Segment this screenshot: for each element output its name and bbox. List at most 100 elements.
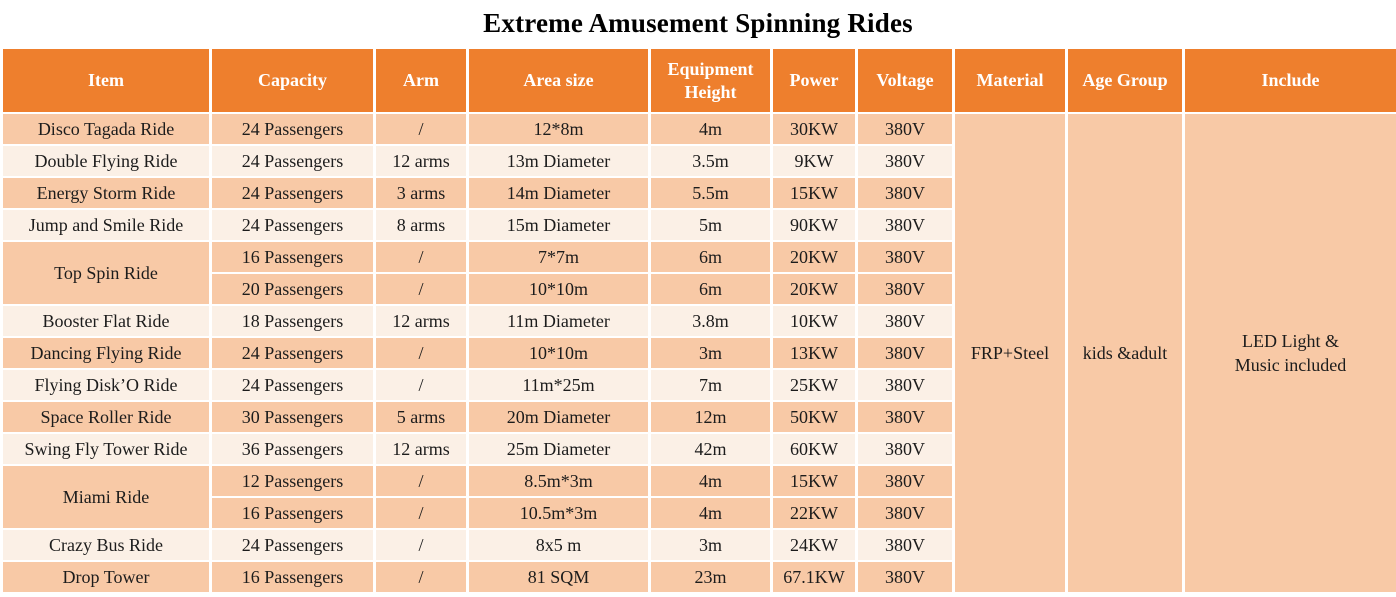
cell-voltage: 380V: [855, 464, 955, 498]
cell-voltage: 380V: [855, 272, 955, 306]
cell-power: 9KW: [770, 144, 858, 178]
cell-capacity: 24 Passengers: [209, 112, 376, 146]
cell-item: Top Spin Ride: [0, 240, 212, 306]
cell-power: 50KW: [770, 400, 858, 434]
cell-area-size: 11m*25m: [466, 368, 651, 402]
cell-power: 10KW: [770, 304, 858, 338]
col-header-arm: Arm: [373, 47, 469, 114]
cell-capacity: 24 Passengers: [209, 176, 376, 210]
cell-item: Miami Ride: [0, 464, 212, 530]
cell-equipment-height: 12m: [648, 400, 773, 434]
cell-arm: /: [373, 112, 469, 146]
col-header-age-group: Age Group: [1065, 47, 1185, 114]
cell-power: 67.1KW: [770, 560, 858, 594]
cell-arm: /: [373, 368, 469, 402]
cell-power: 90KW: [770, 208, 858, 242]
cell-arm: /: [373, 272, 469, 306]
col-header-voltage: Voltage: [855, 47, 955, 114]
cell-area-size: 13m Diameter: [466, 144, 651, 178]
cell-area-size: 15m Diameter: [466, 208, 651, 242]
cell-area-size: 14m Diameter: [466, 176, 651, 210]
cell-item: Flying Disk’O Ride: [0, 368, 212, 402]
cell-equipment-height: 3m: [648, 336, 773, 370]
cell-capacity: 24 Passengers: [209, 144, 376, 178]
table-row: 20 Passengers / 10*10m 6m 20KW 380V: [1, 272, 1396, 306]
cell-capacity: 18 Passengers: [209, 304, 376, 338]
cell-area-size: 10*10m: [466, 336, 651, 370]
cell-item: Swing Fly Tower Ride: [0, 432, 212, 466]
cell-equipment-height: 6m: [648, 272, 773, 306]
cell-capacity: 20 Passengers: [209, 272, 376, 306]
cell-voltage: 380V: [855, 336, 955, 370]
table-row: Dancing Flying Ride 24 Passengers / 10*1…: [0, 336, 1396, 370]
col-header-capacity: Capacity: [209, 47, 376, 114]
table-row: Booster Flat Ride 18 Passengers 12 arms …: [0, 304, 1396, 338]
cell-equipment-height: 5m: [648, 208, 773, 242]
cell-equipment-height: 23m: [648, 560, 773, 594]
cell-power: 20KW: [770, 272, 858, 306]
cell-capacity: 36 Passengers: [209, 432, 376, 466]
cell-item: Disco Tagada Ride: [0, 112, 212, 146]
page-title: Extreme Amusement Spinning Rides: [483, 8, 913, 38]
cell-voltage: 380V: [855, 528, 955, 562]
cell-voltage: 380V: [855, 240, 955, 274]
cell-equipment-height: 3.8m: [648, 304, 773, 338]
cell-item: Booster Flat Ride: [0, 304, 212, 338]
cell-material: FRP+Steel: [952, 112, 1068, 594]
cell-equipment-height: 42m: [648, 432, 773, 466]
cell-equipment-height: 3.5m: [648, 144, 773, 178]
table-header-row: Item Capacity Arm Area size Equipment He…: [0, 47, 1396, 114]
cell-arm: /: [373, 240, 469, 274]
cell-area-size: 12*8m: [466, 112, 651, 146]
cell-power: 60KW: [770, 432, 858, 466]
cell-item: Space Roller Ride: [0, 400, 212, 434]
cell-capacity: 16 Passengers: [209, 496, 376, 530]
cell-arm: /: [373, 336, 469, 370]
cell-power: 15KW: [770, 176, 858, 210]
cell-power: 15KW: [770, 464, 858, 498]
cell-equipment-height: 5.5m: [648, 176, 773, 210]
cell-voltage: 380V: [855, 368, 955, 402]
cell-power: 30KW: [770, 112, 858, 146]
cell-power: 22KW: [770, 496, 858, 530]
cell-capacity: 30 Passengers: [209, 400, 376, 434]
cell-age-group: kids &adult: [1065, 112, 1185, 594]
cell-power: 24KW: [770, 528, 858, 562]
cell-include: LED Light & Music included: [1182, 112, 1396, 594]
col-header-item: Item: [0, 47, 212, 114]
cell-area-size: 25m Diameter: [466, 432, 651, 466]
cell-arm: 8 arms: [373, 208, 469, 242]
cell-capacity: 12 Passengers: [209, 464, 376, 498]
cell-area-size: 10.5m*3m: [466, 496, 651, 530]
col-header-material: Material: [952, 47, 1068, 114]
cell-equipment-height: 4m: [648, 112, 773, 146]
cell-capacity: 24 Passengers: [209, 528, 376, 562]
cell-power: 20KW: [770, 240, 858, 274]
cell-capacity: 16 Passengers: [209, 240, 376, 274]
cell-equipment-height: 3m: [648, 528, 773, 562]
cell-voltage: 380V: [855, 112, 955, 146]
cell-arm: 12 arms: [373, 144, 469, 178]
rides-table: Item Capacity Arm Area size Equipment He…: [0, 47, 1396, 594]
cell-area-size: 8.5m*3m: [466, 464, 651, 498]
cell-item: Double Flying Ride: [0, 144, 212, 178]
cell-voltage: 380V: [855, 496, 955, 530]
cell-power: 13KW: [770, 336, 858, 370]
cell-area-size: 11m Diameter: [466, 304, 651, 338]
cell-equipment-height: 4m: [648, 496, 773, 530]
cell-arm: 12 arms: [373, 432, 469, 466]
cell-arm: 5 arms: [373, 400, 469, 434]
cell-item: Drop Tower: [0, 560, 212, 594]
cell-item: Dancing Flying Ride: [0, 336, 212, 370]
cell-voltage: 380V: [855, 560, 955, 594]
cell-item: Energy Storm Ride: [0, 176, 212, 210]
cell-capacity: 16 Passengers: [209, 560, 376, 594]
cell-voltage: 380V: [855, 432, 955, 466]
col-header-area-size: Area size: [466, 47, 651, 114]
col-header-equipment-height: Equipment Height: [648, 47, 773, 114]
cell-capacity: 24 Passengers: [209, 336, 376, 370]
cell-capacity: 24 Passengers: [209, 368, 376, 402]
cell-area-size: 81 SQM: [466, 560, 651, 594]
cell-area-size: 7*7m: [466, 240, 651, 274]
col-header-power: Power: [770, 47, 858, 114]
